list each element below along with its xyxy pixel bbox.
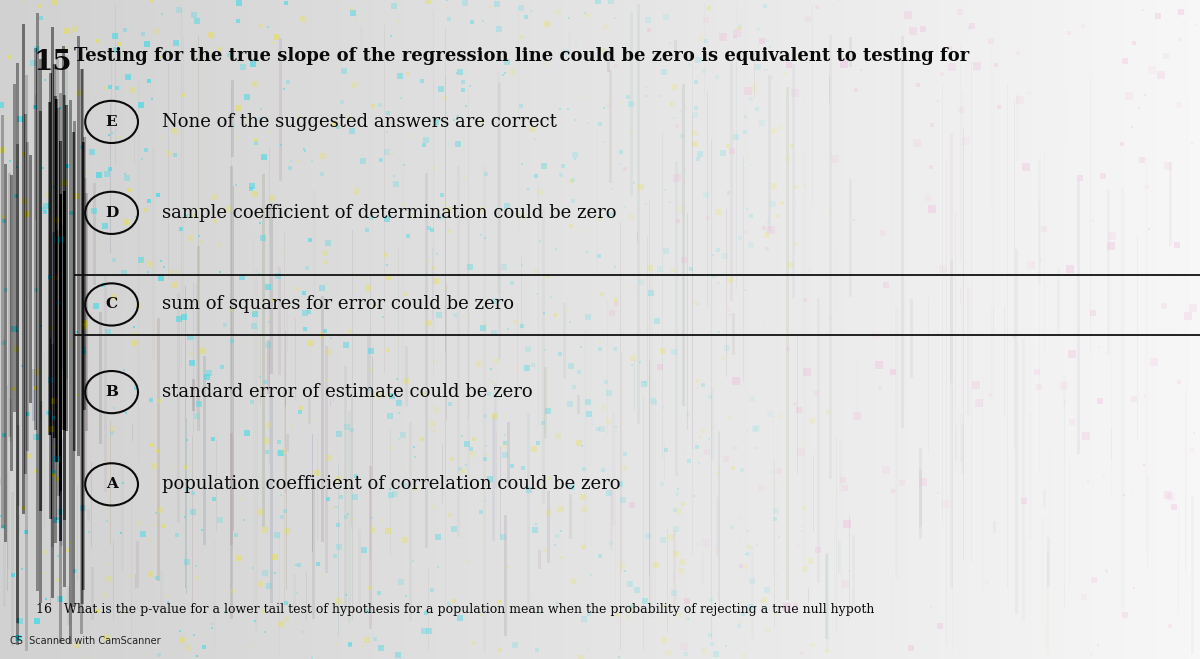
- Text: 16   What is the p-value for a lower tail test of hypothesis for a population me: 16 What is the p-value for a lower tail …: [36, 603, 875, 616]
- Text: standard error of estimate could be zero: standard error of estimate could be zero: [162, 383, 533, 401]
- Text: CS  Scanned with CamScanner: CS Scanned with CamScanner: [10, 636, 161, 646]
- Text: C: C: [106, 297, 118, 312]
- Text: population coefficient of correlation could be zero: population coefficient of correlation co…: [162, 475, 620, 494]
- Text: sample coefficient of determination could be zero: sample coefficient of determination coul…: [162, 204, 617, 222]
- Text: 15: 15: [34, 49, 72, 76]
- Text: None of the suggested answers are correct: None of the suggested answers are correc…: [162, 113, 557, 131]
- Text: D: D: [104, 206, 119, 220]
- Text: E: E: [106, 115, 118, 129]
- Text: sum of squares for error could be zero: sum of squares for error could be zero: [162, 295, 514, 314]
- Text: Testing for the true slope of the regression line could be zero is equivalent to: Testing for the true slope of the regres…: [74, 47, 970, 65]
- Text: A: A: [106, 477, 118, 492]
- Text: B: B: [106, 385, 118, 399]
